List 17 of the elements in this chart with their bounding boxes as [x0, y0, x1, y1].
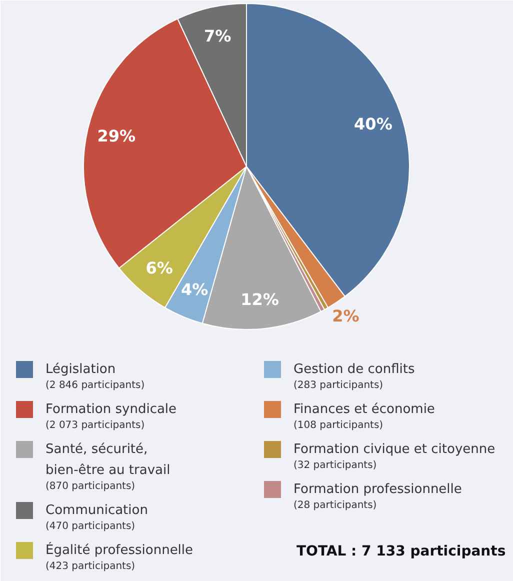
legend-label: Communication (470 participants): [46, 503, 148, 532]
legend-label: Gestion de conflits (283 participants): [294, 362, 415, 391]
legend-label: Législation (2 846 participants): [46, 362, 145, 391]
text: TOTAL : 7 133 participants: [296, 544, 506, 560]
data-label: 7%: [204, 26, 232, 46]
legend-label: Formation syndicale (2 073 participants): [46, 402, 177, 431]
legend-label: Santé, sécurité, bien-être au travail (870 participants): [46, 442, 170, 492]
data-label: 12%: [240, 290, 279, 309]
data-label: 40%: [354, 114, 392, 134]
data-label: 6%: [146, 258, 173, 278]
legend-label: Finances et économie (108 participants): [294, 402, 435, 431]
data-label: 29%: [97, 126, 136, 146]
data-label: 4%: [181, 280, 208, 300]
legend-label: Formation professionnelle (28 participants): [294, 482, 462, 511]
data-label: 2%: [332, 306, 360, 326]
legend-label: Formation civique et citoyenne (32 participants): [294, 442, 496, 471]
legend-label: Égalité professionnelle (423 participants): [46, 541, 194, 572]
